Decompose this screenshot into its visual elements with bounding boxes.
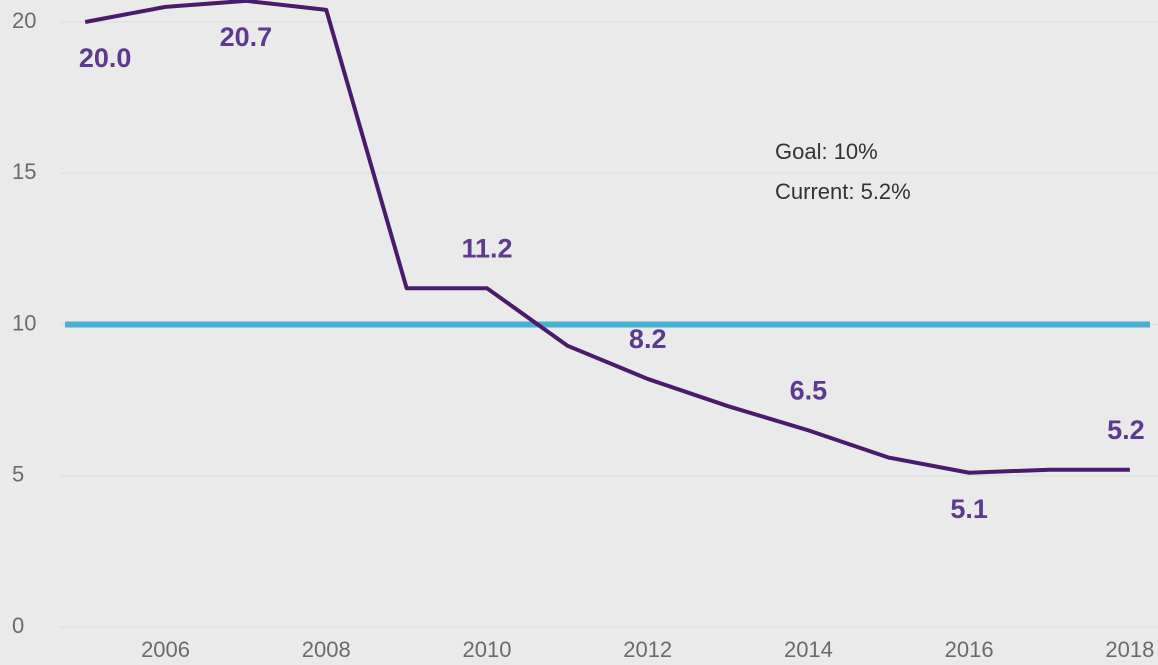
chart: Goal: 10% Current: 5.2% 0 5 10 15 20 2006 2008… [0,0,1158,665]
data-label: 20.0 [79,43,132,73]
annotation: Goal: 10% [775,139,878,164]
y-tick-label: 0 [12,613,24,638]
y-tick-label: 20 [12,8,36,33]
data-label: 11.2 [461,233,512,263]
y-tick-label: 10 [12,310,36,335]
x-tick-label: 2018 [1105,637,1154,662]
x-tick-label: 2008 [302,637,351,662]
data-label: 5.1 [950,494,988,524]
data-label: 8.2 [629,324,667,354]
x-tick-label: 2016 [945,637,994,662]
y-tick-label: 15 [12,159,36,184]
page: {"chart_data": {"type": "line", "x": [20… [0,0,1158,665]
background [0,0,1158,665]
x-tick-label: 2010 [463,637,512,662]
annotation: Current: 5.2% [775,179,911,204]
x-tick-label: 2006 [141,637,190,662]
x-tick-label: 2012 [623,637,672,662]
x-tick-label: 2014 [784,637,833,662]
data-label: 20.7 [220,22,273,52]
data-label: 5.2 [1107,415,1145,445]
data-label: 6.5 [790,376,828,406]
y-tick-label: 5 [12,462,24,487]
